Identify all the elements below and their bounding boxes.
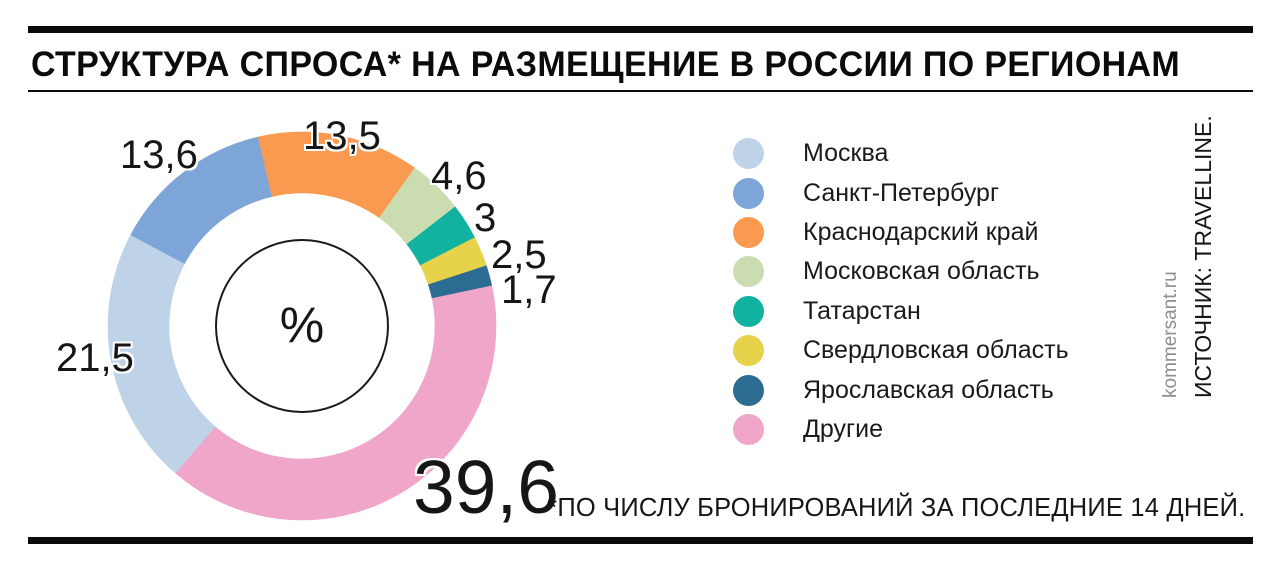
- legend-label: Краснодарский край: [803, 217, 1039, 246]
- legend-item: Свердловская область: [733, 331, 1069, 370]
- legend-swatch-icon: [733, 177, 764, 209]
- legend: Москва Санкт-Петербург Краснодарский край М…: [733, 134, 1069, 449]
- title-divider: [28, 90, 1253, 92]
- footnote: *ПО ЧИСЛУ БРОНИРОВАНИЙ ЗА ПОСЛЕДНИЕ 14 Д…: [546, 492, 1245, 522]
- legend-swatch-icon: [733, 335, 764, 367]
- legend-item: Санкт-Петербург: [733, 173, 1069, 212]
- slice-value-label: 2,5: [491, 233, 547, 277]
- legend-swatch-icon: [733, 216, 764, 248]
- legend-label: Ярославская область: [803, 375, 1054, 404]
- legend-item: Другие: [733, 410, 1069, 449]
- legend-item: Московская область: [733, 252, 1069, 291]
- legend-swatch-icon: [733, 374, 764, 406]
- slice-value-label: 21,5: [56, 336, 134, 380]
- legend-swatch-icon: [733, 295, 764, 327]
- legend-label: Москва: [803, 139, 889, 168]
- donut-slice-7: [175, 285, 497, 521]
- legend-label: Другие: [803, 414, 884, 443]
- slice-value-label: 1,7: [501, 268, 557, 312]
- kommersant-credit: kommersant.ru: [1160, 271, 1181, 398]
- legend-swatch-icon: [733, 413, 764, 445]
- top-rule: [28, 26, 1253, 33]
- slice-value-label: 3: [474, 196, 497, 240]
- legend-item: Татарстан: [733, 292, 1069, 331]
- donut-center-unit: %: [279, 297, 325, 353]
- legend-item: Москва: [733, 134, 1069, 173]
- legend-swatch-icon: [733, 138, 764, 170]
- slice-value-label: 4,6: [431, 154, 487, 198]
- legend-label: Татарстан: [803, 296, 921, 325]
- slice-value-label: 13,5: [303, 114, 381, 158]
- legend-label: Московская область: [803, 257, 1040, 286]
- slice-value-label: 39,6: [413, 445, 559, 529]
- legend-label: Свердловская область: [803, 336, 1069, 365]
- source-credit: ИСТОЧНИК: TRAVELLINE.: [1190, 115, 1216, 398]
- legend-item: Краснодарский край: [733, 213, 1069, 252]
- legend-swatch-icon: [733, 256, 764, 288]
- slice-value-label: 13,6: [120, 133, 198, 177]
- page-title: СТРУКТУРА СПРОСА* НА РАЗМЕЩЕНИЕ В РОССИИ…: [31, 45, 1181, 84]
- legend-label: Санкт-Петербург: [803, 178, 1000, 207]
- donut-inner-circle: [215, 239, 389, 413]
- bottom-rule: [28, 537, 1253, 544]
- legend-item: Ярославская область: [733, 370, 1069, 409]
